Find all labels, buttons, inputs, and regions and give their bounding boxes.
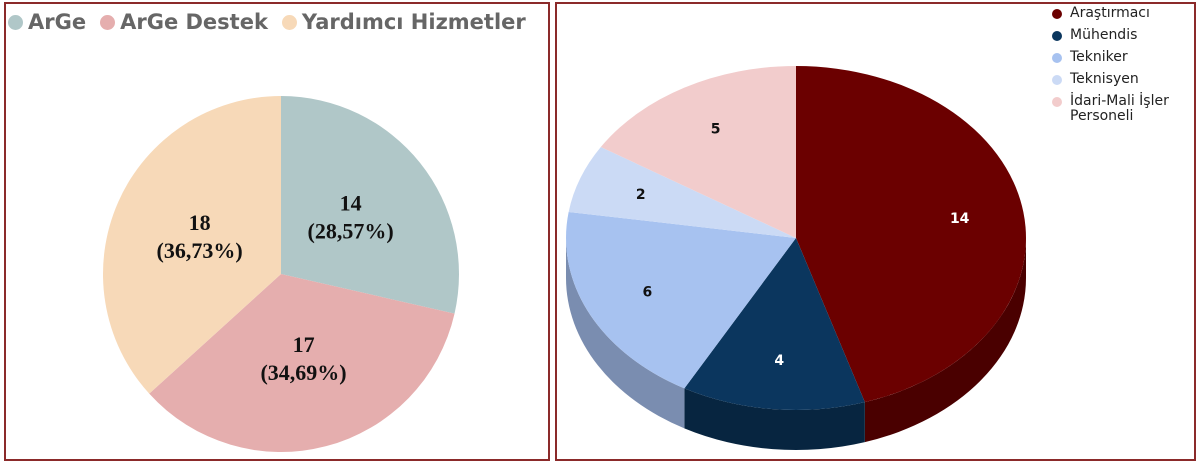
- legend-item: ArGe Destek: [100, 10, 268, 34]
- pie-side: [864, 238, 1026, 443]
- data-label: 6: [642, 285, 652, 301]
- legend-item: ArGe: [8, 10, 86, 34]
- legend-marker: [281, 14, 297, 30]
- percent-label: (34,69%): [260, 360, 346, 385]
- legend: ArGe ArGe Destek Yardımcı Hizmetler: [8, 10, 526, 34]
- legend-marker: [8, 14, 23, 30]
- percent-label: (28,57%): [308, 219, 394, 244]
- percent-label: (36,73%): [157, 238, 243, 263]
- legend-item: İdari-Mali İşler Personeli: [1052, 94, 1192, 124]
- pie-slice: [684, 238, 865, 410]
- data-label: 5: [711, 122, 721, 138]
- legend-marker: [1052, 9, 1062, 19]
- legend-item: Yardımcı Hizmetler: [281, 10, 526, 34]
- legend-label: Mühendis: [1070, 27, 1138, 43]
- legend-label: İdari-Mali İşler Personeli: [1070, 93, 1169, 124]
- data-label: 2: [636, 187, 646, 203]
- pie-side: [684, 388, 865, 450]
- data-label: 14: [950, 211, 970, 227]
- legend-item: Teknisyen: [1052, 72, 1192, 87]
- pie-slice: [149, 274, 455, 452]
- data-label: 18: [189, 210, 211, 235]
- legend-label: Teknisyen: [1070, 71, 1139, 87]
- legend-marker: [1052, 97, 1062, 107]
- legend-label: ArGe Destek: [120, 10, 268, 34]
- data-label: 17: [293, 332, 315, 357]
- legend-label: ArGe: [28, 10, 87, 34]
- data-label: 4: [774, 353, 784, 369]
- legend-marker: [1052, 53, 1062, 63]
- legend-item: Mühendis: [1052, 28, 1192, 43]
- legend-item: Tekniker: [1052, 50, 1192, 65]
- pie-slice: [102, 96, 281, 394]
- pie-slice: [600, 66, 796, 238]
- legend-label: Tekniker: [1070, 49, 1128, 65]
- pie-slice: [568, 147, 796, 238]
- legend: Araştırmacı Mühendis Tekniker Teknisyen İdar…: [1052, 6, 1192, 131]
- right-panel: [555, 2, 1196, 461]
- legend-marker: [1052, 75, 1062, 85]
- pie-slice: [281, 96, 460, 314]
- data-label: 14: [340, 191, 362, 216]
- legend-item: Araştırmacı: [1052, 6, 1192, 21]
- legend-label: Araştırmacı: [1070, 5, 1150, 21]
- pie-side: [566, 238, 685, 429]
- pie-slice: [796, 66, 1026, 403]
- legend-label: Yardımcı Hizmetler: [301, 10, 526, 34]
- pie-slice: [566, 211, 796, 389]
- legend-marker: [1052, 31, 1062, 41]
- left-panel: [4, 2, 550, 461]
- legend-marker: [100, 14, 116, 30]
